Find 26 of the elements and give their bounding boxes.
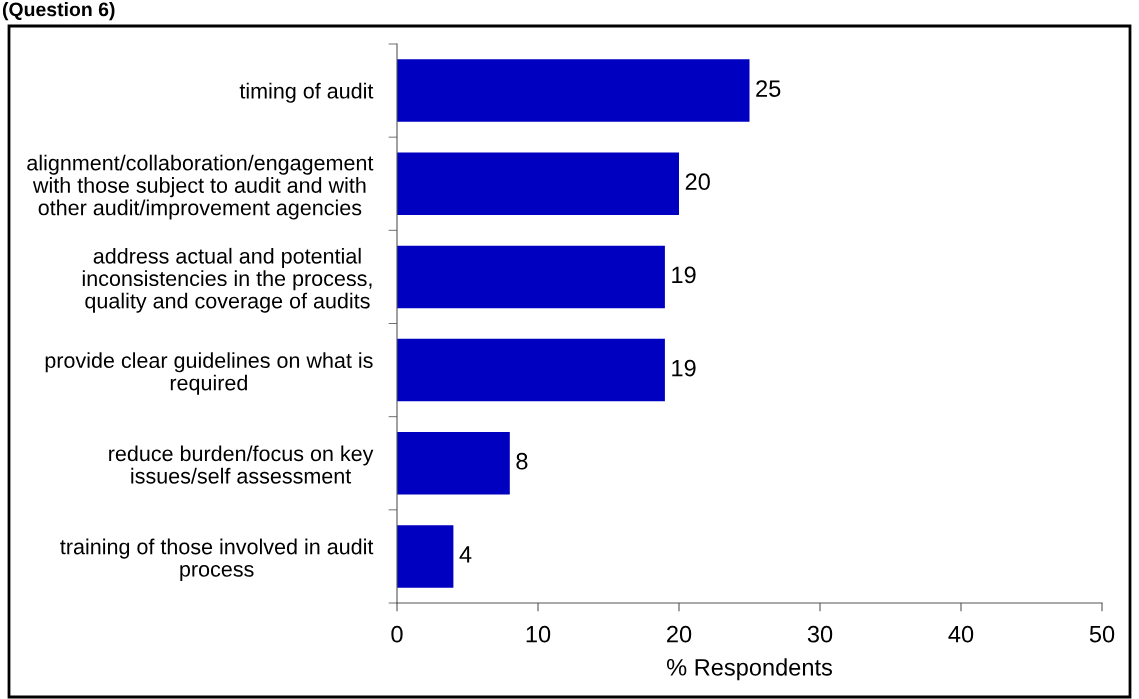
x-tick-label: 10 [526,625,551,643]
x-tick-label: 50 [1089,625,1115,643]
y-tick-label: training of those involved in audit process [60,538,374,582]
data-label: 19 [672,266,696,284]
x-tick-label: 30 [807,625,833,643]
x-tick-label: 40 [948,625,974,643]
y-tick-label: address actual and potential inconsistencies in the process, quality and coverage of audits [82,247,372,313]
data-label: 19 [672,359,696,377]
y-tick-label: alignment/collaboration/engagement with those subject to audit and with other audit/improvement agencies [27,154,374,220]
y-tick-label: timing of audit [239,82,374,103]
bar [397,245,665,309]
data-label: 8 [516,452,528,470]
bar [397,525,454,588]
bar [397,152,679,215]
y-tick-label: reduce burden/focus on key issues/self assessment [109,445,374,484]
x-tick-label: 0 [391,625,403,643]
text: (Question 6) [2,2,115,21]
x-axis-title: % Respondents [667,658,832,681]
y-tick-label: provide clear guidelines on what is required [45,352,373,395]
data-label: 20 [685,173,710,191]
data-label: 25 [756,80,781,97]
data-label: 4 [459,546,472,563]
bar [397,59,750,122]
bar [397,432,510,495]
bar [397,338,665,402]
x-tick-label: 20 [667,625,692,643]
